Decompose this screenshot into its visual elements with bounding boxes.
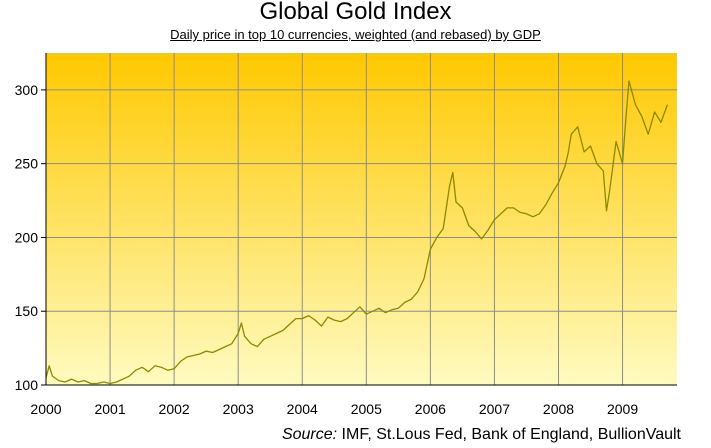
x-tick-label: 2005: [351, 401, 382, 417]
y-tick-label: 100: [15, 377, 39, 393]
x-tick-label: 2004: [287, 401, 318, 417]
x-tick-label: 2007: [479, 401, 510, 417]
y-tick-label: 250: [15, 156, 39, 172]
source-note: Source: IMF, St.Lous Fed, Bank of Englan…: [282, 426, 681, 444]
series-layer: [45, 80, 669, 385]
y-tick-label: 150: [15, 303, 39, 319]
axis-layer: 2000 2001 2002 2003 2004 2005 2006 2007 2008 2009…: [15, 53, 677, 417]
x-tick-label: 2009: [607, 401, 638, 417]
x-tick-label: 2001: [94, 401, 125, 417]
x-tick-label: 2002: [159, 401, 190, 417]
y-tick-label: 200: [15, 229, 39, 245]
x-tick-label: 2008: [543, 401, 574, 417]
x-tick-label: 2000: [30, 401, 61, 417]
chart-subtitle: Daily price in top 10 currencies, weight…: [170, 27, 541, 42]
source-label: Source:: [281, 426, 338, 443]
x-tick-label: 2003: [223, 401, 254, 417]
source-text: IMF, St.Lous Fed, Bank of England, Bulli…: [341, 426, 681, 443]
plot-area: [46, 53, 677, 385]
chart-title: Global Gold Index: [259, 0, 452, 25]
y-tick-label: 300: [15, 82, 39, 98]
series-line: [45, 80, 669, 385]
x-tick-label: 2006: [415, 401, 446, 417]
